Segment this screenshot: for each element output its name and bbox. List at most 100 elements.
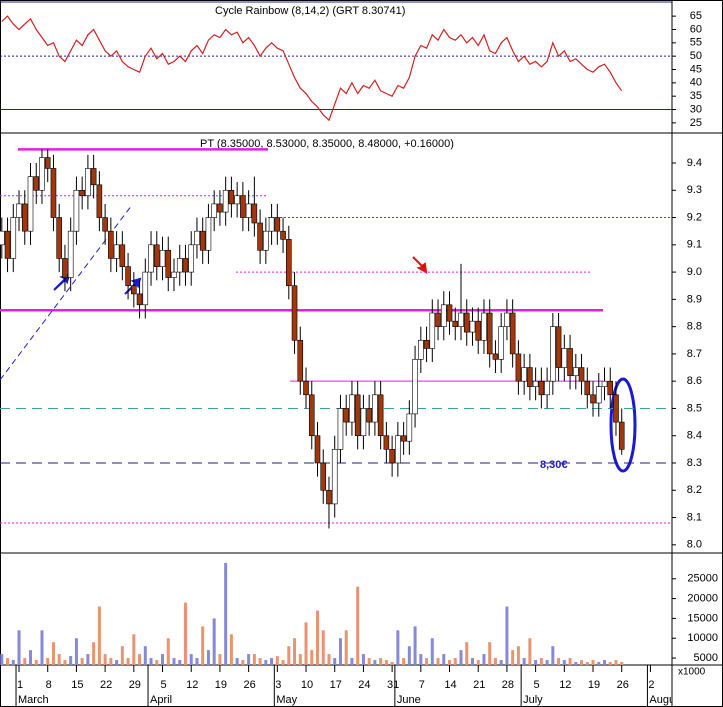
price-label: PT (8.35000, 8.53000, 8.35000, 8.48000, … [200,138,454,150]
candle-body [613,394,619,423]
x-tick-label: 8 [46,679,52,691]
candle-body [33,176,40,191]
y-tick-label: 8.2 [687,484,702,496]
volume-bar [425,658,429,665]
x-tick-label: 26 [617,679,629,691]
volume-bar [138,654,142,665]
volume-bar [23,658,27,665]
candle-body [406,413,413,442]
volume-bar [396,630,400,665]
candle-body [607,380,614,396]
x-tick-label: 31 [387,679,399,691]
candle-body [314,435,321,464]
candle-body [67,230,74,278]
candle-body [211,203,217,218]
candle-body [595,386,602,404]
y-tick-label: 20000 [687,592,718,604]
candle-body [372,394,378,423]
candle-body [538,380,545,396]
y-tick-label: 9.4 [687,157,702,169]
volume-bar [109,658,113,665]
y-tick-label: 65 [690,10,702,22]
candle-body [85,168,91,197]
candle-body [205,217,212,251]
candle-body [412,359,418,415]
candle-body [366,408,372,423]
x-tick-label: 5 [160,679,166,691]
y-tick-label: 9.2 [687,211,702,223]
candle-body [326,489,332,505]
volume-bar [539,658,543,665]
volume-bar [597,662,601,665]
volume-bar [126,658,130,665]
candle-body [337,408,344,450]
volume-bar [218,654,222,665]
candle-body [102,217,108,232]
volume-bar [379,658,383,665]
volume-unit: x1000 [678,667,706,678]
candle-body [572,367,579,377]
volume-bar [580,660,584,665]
volume-bar [545,660,549,665]
y-tick-label: 8.1 [687,511,702,523]
candle-body [142,271,149,306]
y-tick-label: 8.7 [687,348,702,360]
volume-bar [465,642,469,665]
x-tick-label: 5 [534,679,540,691]
candle-body [39,157,45,191]
volume-bar [29,650,32,665]
candle-body [584,380,591,396]
candle-body [90,168,97,186]
volume-bar [516,646,520,665]
x-tick-label: 21 [473,679,485,691]
candle-body [73,189,80,232]
volume-bar [499,660,503,665]
volume-bar [591,660,595,665]
x-tick-label: 12 [559,679,571,691]
candle-body [0,230,5,246]
volume-bar [17,630,21,665]
volume-bar [505,606,509,665]
volume-bar [74,638,78,665]
candle-body [435,312,441,327]
volume-bar [183,602,187,665]
candle-body [377,394,384,437]
volume-bar [0,654,4,665]
y-tick-label: 9.0 [687,266,702,278]
candle-body [182,258,189,273]
y-tick-label: 40 [690,77,702,89]
candle-body [527,367,533,387]
volume-bar [241,660,245,665]
volume-bar [453,658,457,665]
x-tick-label: 26 [243,679,255,691]
candle-body [56,217,63,259]
volume-bar [51,642,55,665]
candle-body [280,230,286,240]
candle-body [113,244,120,259]
volume-bar [511,650,515,665]
candle-body [274,217,281,232]
candle-body [343,408,350,423]
volume-bar [407,646,411,665]
oscillator-line [1,15,623,122]
volume-bar [212,618,216,665]
candle-body [320,462,327,491]
candle-body [561,348,568,368]
volume-bar [528,638,532,665]
volume-bar [201,626,205,665]
candle-body [10,217,17,259]
volume-bar [178,660,182,665]
y-tick-label: 5000 [694,652,718,664]
volume-bar [568,658,572,665]
y-tick-label: 60 [690,23,702,35]
oscillator-title: Cycle Rainbow (8,14,2) (GRT 8.30741) [215,5,405,17]
volume-bar [115,660,119,665]
volume-bar [603,660,606,665]
volume-bar [155,660,159,665]
volume-bar [430,638,434,665]
volume-bar [436,658,440,665]
x-tick-label: 3 [275,679,281,691]
candle-body [423,339,430,349]
volume-bar [195,658,199,665]
